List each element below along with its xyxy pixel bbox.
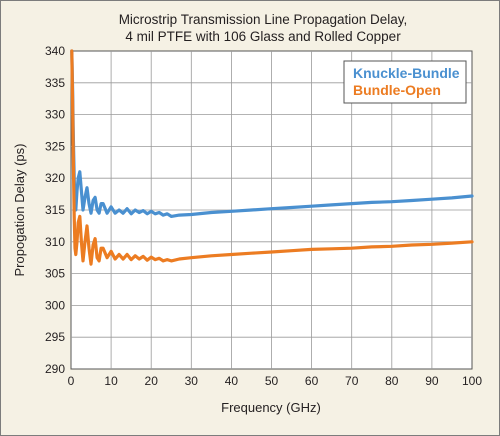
series-line-bundle-open	[70, 49, 474, 266]
x-tick-label: 90	[425, 374, 439, 388]
y-tick-label: 305	[45, 267, 65, 281]
y-tick-label: 310	[45, 235, 65, 249]
series-layer	[70, 49, 474, 266]
series-line-knuckle-bundle	[70, 49, 474, 218]
x-tick-label: 10	[104, 374, 118, 388]
x-tick-label: 0	[68, 374, 75, 388]
legend-label-bundle-open: Bundle-Open	[353, 82, 441, 98]
tick-labels: 0 10 20 30 40 50 60 70 80 90 100 290 295 300 305 310 315…	[45, 44, 482, 388]
y-tick-label: 315	[45, 203, 65, 217]
x-tick-label: 30	[185, 374, 199, 388]
x-tick-label: 20	[145, 374, 159, 388]
y-tick-label: 320	[45, 171, 65, 185]
y-tick-label: 335	[45, 76, 65, 90]
chart-title-line-1: Microstrip Transmission Line Propagation…	[119, 12, 408, 27]
y-tick-label: 290	[45, 362, 65, 376]
y-axis-label: Propogation Delay (ps)	[12, 144, 27, 277]
y-tick-label: 300	[45, 298, 65, 312]
x-tick-label: 40	[225, 374, 239, 388]
y-tick-label: 340	[45, 44, 65, 58]
x-tick-label: 60	[305, 374, 319, 388]
x-axis-label: Frequency (GHz)	[221, 400, 321, 415]
y-tick-label: 295	[45, 330, 65, 344]
x-tick-label: 100	[462, 374, 482, 388]
x-tick-label: 80	[385, 374, 399, 388]
x-tick-label: 50	[265, 374, 279, 388]
legend-label-knuckle-bundle: Knuckle-Bundle	[353, 65, 460, 81]
x-tick-label: 70	[345, 374, 359, 388]
chart-title-line-2: 4 mil PTFE with 106 Glass and Rolled Cop…	[125, 29, 401, 44]
y-tick-label: 325	[45, 139, 65, 153]
legend: Knuckle-Bundle Bundle-Open	[343, 60, 467, 104]
y-tick-label: 330	[45, 108, 65, 122]
legend-box	[343, 60, 467, 104]
